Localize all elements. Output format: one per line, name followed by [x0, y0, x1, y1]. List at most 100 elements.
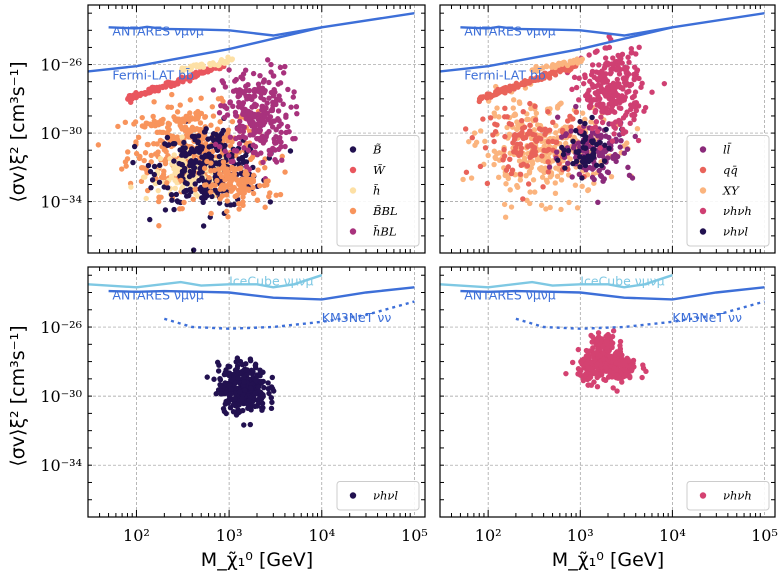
scatter-point: [216, 137, 223, 143]
scatter-point: [282, 169, 288, 175]
scatter-point: [225, 138, 231, 144]
scatter-point: [155, 198, 162, 205]
scatter-point: [224, 166, 230, 172]
scatter-point: [156, 162, 163, 169]
scatter-point: [522, 78, 528, 84]
scatter-point: [553, 139, 560, 145]
scatter-point: [198, 95, 204, 101]
curve-label: Fermi-LAT bb̄: [112, 68, 194, 83]
scatter-point: [226, 370, 233, 376]
scatter-point: [604, 169, 611, 175]
scatter-point: [241, 124, 247, 131]
scatter-point: [194, 193, 201, 199]
legend-box: [336, 135, 420, 247]
scatter-point: [570, 116, 576, 122]
scatter-point: [635, 103, 642, 109]
scatter-point: [199, 63, 206, 70]
scatter-point: [259, 407, 265, 413]
scatter-point: [505, 164, 512, 170]
scatter-point: [272, 156, 278, 163]
scatter-point: [619, 379, 625, 385]
scatter-point: [217, 196, 223, 202]
scatter-point: [239, 361, 245, 368]
scatter-point: [607, 71, 614, 77]
scatter-point: [520, 109, 526, 115]
scatter-point: [218, 383, 224, 389]
scatter-point: [257, 182, 263, 189]
scatter-point: [595, 93, 601, 99]
scatter-point: [222, 369, 229, 376]
scatter-point: [538, 202, 545, 208]
scatter-point: [269, 399, 275, 405]
legend-entry: νhνl: [373, 489, 398, 503]
scatter-point: [543, 63, 550, 69]
panel-frame: [87, 266, 426, 518]
scatter-point: [169, 197, 175, 203]
scatter-point: [200, 199, 206, 205]
scatter-point: [271, 139, 278, 146]
scatter-point: [164, 180, 170, 186]
scatter-point: [151, 140, 157, 147]
scatter-point: [599, 119, 606, 126]
scatter-point: [226, 152, 232, 159]
scatter-point: [588, 119, 594, 125]
scatter-point: [174, 198, 180, 204]
scatter-point: [234, 126, 241, 132]
scatter-point: [257, 72, 263, 79]
legend-marker: [699, 166, 707, 174]
scatter-point: [268, 395, 274, 401]
scatter-point: [554, 173, 561, 180]
scatter-point: [627, 120, 633, 127]
scatter-point: [495, 174, 502, 181]
scatter-point: [564, 118, 571, 124]
scatter-point: [168, 104, 175, 111]
scatter-point: [516, 158, 523, 164]
scatter-point: [580, 80, 587, 87]
scatter-point: [264, 182, 270, 188]
legend-marker: [699, 228, 707, 235]
scatter-point: [171, 152, 177, 158]
scatter-point: [570, 138, 576, 145]
scatter-point: [589, 166, 596, 172]
scatter-point: [586, 348, 593, 354]
scatter-point: [595, 133, 601, 139]
scatter-point: [188, 63, 194, 69]
scatter-point: [619, 352, 625, 358]
legend-entry: νhνl: [723, 225, 748, 239]
scatter-point: [203, 182, 209, 188]
scatter-point: [252, 126, 258, 132]
scatter-point: [602, 364, 609, 370]
scatter-point: [151, 171, 158, 178]
scatter-point: [225, 175, 231, 181]
scatter-point: [189, 74, 196, 80]
scatter-point: [225, 54, 231, 60]
scatter-point: [122, 119, 129, 126]
scatter-point: [239, 176, 245, 183]
scatter-point: [582, 133, 589, 140]
scatter-point: [284, 123, 291, 130]
scatter-point: [224, 398, 231, 404]
scatter-point: [608, 100, 614, 106]
scatter-point: [577, 118, 583, 125]
scatter-point: [171, 206, 177, 213]
scatter-point: [232, 380, 238, 386]
scatter-point: [512, 111, 518, 117]
scatter-point: [463, 169, 470, 175]
scatter-point: [604, 340, 610, 347]
tick-label-x: 10³: [216, 526, 243, 545]
scatter-point: [495, 86, 501, 93]
scatter-point: [602, 142, 608, 148]
scatter-point: [590, 151, 597, 157]
scatter-point: [203, 126, 209, 132]
scatter-point: [202, 113, 209, 120]
scatter-point: [172, 164, 178, 170]
scatter-point: [250, 119, 256, 126]
scatter-point: [155, 149, 161, 155]
legend-entry: W̃: [373, 163, 386, 177]
scatter-point: [607, 373, 613, 379]
scatter-point: [491, 148, 498, 154]
scatter-point: [552, 190, 559, 197]
scatter-point: [543, 148, 550, 154]
scatter-point: [636, 75, 642, 82]
legend-entry: ll̄: [723, 143, 732, 157]
